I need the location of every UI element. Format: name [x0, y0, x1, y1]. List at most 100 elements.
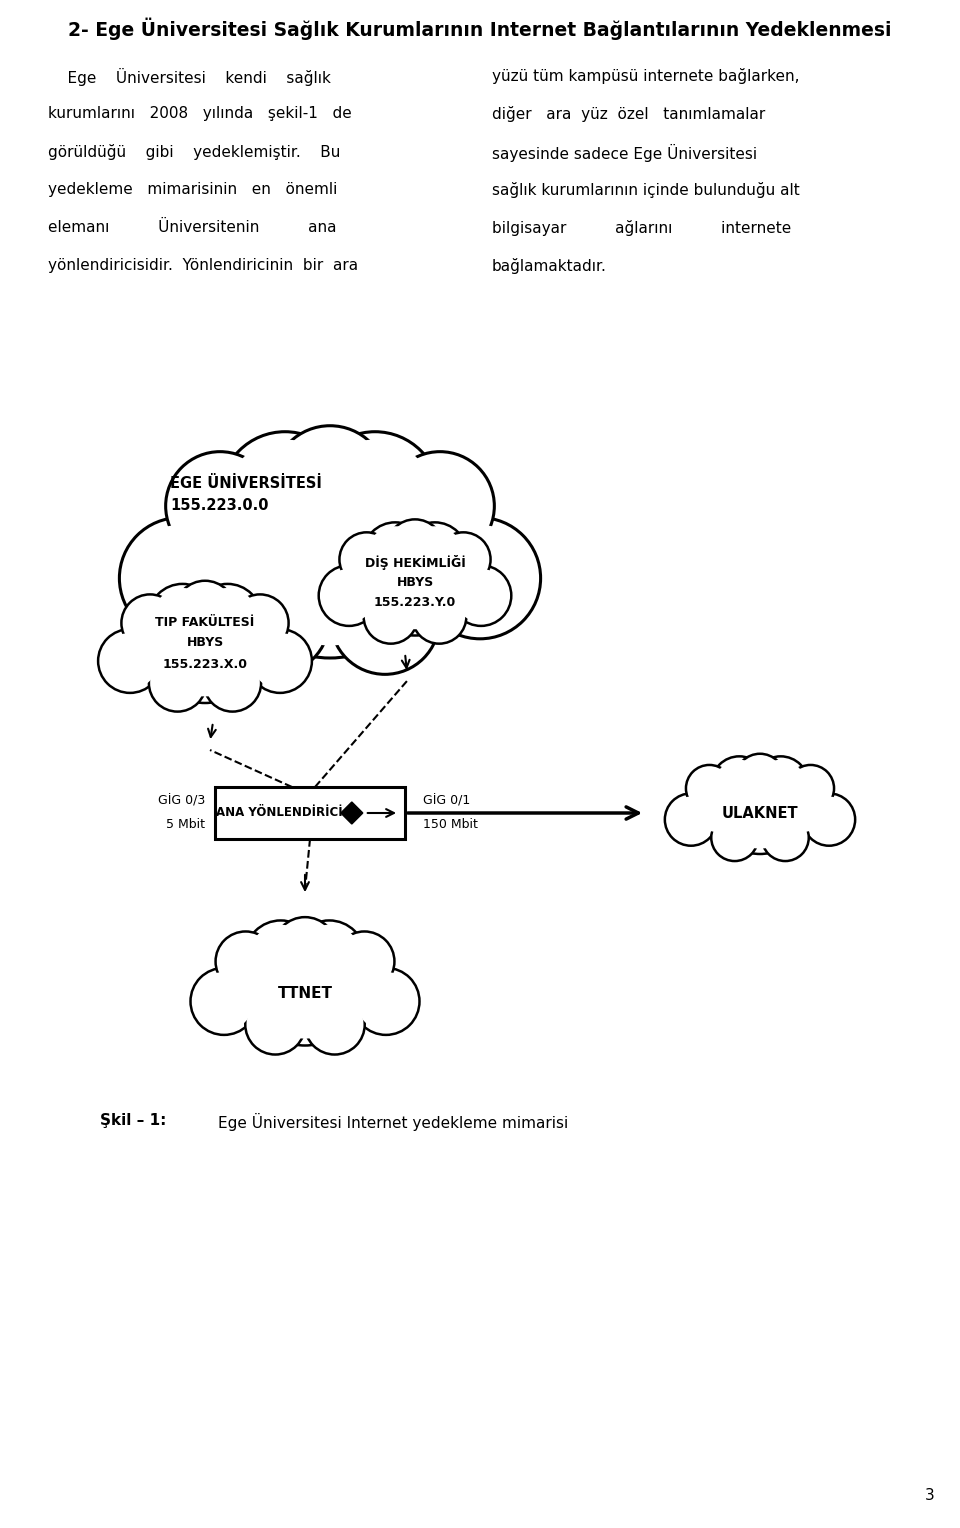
- Circle shape: [688, 767, 730, 808]
- Circle shape: [363, 481, 488, 607]
- Circle shape: [127, 524, 233, 631]
- Circle shape: [215, 605, 290, 680]
- Text: elemanı          Üniversitenin          ana: elemanı Üniversitenin ana: [48, 220, 337, 235]
- Text: yönlendiricisidir.  Yönlendiricinin  bir  ara: yönlendiricisidir. Yönlendiricinin bir a…: [48, 258, 358, 274]
- Circle shape: [190, 967, 257, 1034]
- Text: diğer   ara  yüz  özel   tanımlamalar: diğer ara yüz özel tanımlamalar: [492, 105, 765, 122]
- Circle shape: [245, 920, 317, 992]
- Text: sağlık kurumlarının içinde bulunduğu alt: sağlık kurumlarının içinde bulunduğu alt: [492, 182, 800, 199]
- Circle shape: [711, 756, 767, 813]
- Circle shape: [753, 756, 808, 813]
- Text: Ege    Üniversitesi    kendi    sağlık: Ege Üniversitesi kendi sağlık: [48, 69, 331, 86]
- Text: 155.223.Y.0: 155.223.Y.0: [373, 596, 456, 608]
- Circle shape: [386, 520, 444, 578]
- Circle shape: [426, 524, 534, 631]
- Circle shape: [228, 571, 323, 668]
- Circle shape: [228, 440, 342, 553]
- Circle shape: [119, 518, 241, 639]
- Circle shape: [308, 998, 361, 1051]
- Circle shape: [340, 532, 394, 587]
- Text: kurumlarını   2008   yılında   şekil-1   de: kurumlarını 2008 yılında şekil-1 de: [48, 105, 351, 121]
- Circle shape: [720, 769, 800, 848]
- Text: HBYS: HBYS: [396, 576, 434, 588]
- Circle shape: [175, 581, 235, 642]
- Circle shape: [715, 764, 805, 854]
- Circle shape: [273, 426, 388, 541]
- Text: 5 Mbit: 5 Mbit: [166, 817, 205, 831]
- Circle shape: [454, 568, 508, 622]
- Circle shape: [668, 796, 714, 842]
- Text: HBYS: HBYS: [186, 637, 224, 649]
- Circle shape: [149, 654, 206, 712]
- Circle shape: [790, 767, 831, 808]
- Circle shape: [193, 584, 261, 652]
- Circle shape: [803, 793, 855, 845]
- Circle shape: [226, 449, 435, 659]
- Text: sayesinde sadece Ege Üniversitesi: sayesinde sadece Ege Üniversitesi: [492, 144, 757, 162]
- Circle shape: [219, 947, 288, 1018]
- Circle shape: [363, 532, 468, 636]
- Circle shape: [121, 594, 179, 651]
- Circle shape: [711, 814, 758, 862]
- Circle shape: [386, 452, 494, 561]
- Circle shape: [220, 432, 349, 561]
- Circle shape: [330, 565, 440, 674]
- Circle shape: [343, 536, 391, 584]
- Circle shape: [164, 474, 306, 616]
- Circle shape: [238, 461, 422, 645]
- Text: 155.223.0.0: 155.223.0.0: [170, 498, 269, 512]
- Circle shape: [172, 458, 268, 553]
- Circle shape: [231, 594, 289, 651]
- Circle shape: [207, 659, 257, 707]
- Text: ANA YÖNLENDİRİCİ: ANA YÖNLENDİRİCİ: [216, 807, 343, 819]
- Circle shape: [334, 932, 395, 992]
- Circle shape: [369, 538, 461, 630]
- Circle shape: [352, 967, 420, 1034]
- Circle shape: [221, 565, 329, 674]
- Text: yüzü tüm kampüsü internete bağlarken,: yüzü tüm kampüsü internete bağlarken,: [492, 69, 800, 84]
- Circle shape: [195, 972, 253, 1031]
- Circle shape: [219, 935, 272, 989]
- Circle shape: [363, 523, 427, 587]
- Circle shape: [406, 526, 464, 584]
- Circle shape: [665, 793, 717, 845]
- Circle shape: [125, 597, 175, 648]
- Circle shape: [156, 599, 253, 697]
- Circle shape: [354, 474, 496, 616]
- Circle shape: [686, 766, 732, 811]
- Circle shape: [248, 931, 363, 1045]
- Circle shape: [98, 630, 162, 692]
- Circle shape: [248, 630, 312, 692]
- Circle shape: [450, 565, 512, 626]
- Text: yedekleme   mimarisinin   en   önemli: yedekleme mimarisinin en önemli: [48, 182, 337, 197]
- Circle shape: [220, 610, 285, 675]
- Circle shape: [120, 605, 195, 680]
- Text: 155.223.X.0: 155.223.X.0: [162, 659, 248, 671]
- Circle shape: [277, 921, 333, 976]
- Circle shape: [304, 995, 365, 1054]
- Circle shape: [773, 775, 834, 836]
- Circle shape: [420, 518, 540, 639]
- Circle shape: [735, 753, 785, 804]
- Text: Şkil – 1:: Şkil – 1:: [100, 1112, 166, 1128]
- Circle shape: [338, 542, 409, 614]
- Text: GİG 0/3: GİG 0/3: [157, 795, 205, 808]
- Circle shape: [214, 943, 293, 1022]
- Circle shape: [310, 432, 440, 561]
- Circle shape: [787, 766, 834, 811]
- Circle shape: [173, 481, 298, 607]
- Circle shape: [298, 924, 361, 987]
- Text: ULAKNET: ULAKNET: [722, 805, 799, 821]
- Circle shape: [204, 654, 261, 712]
- Circle shape: [421, 542, 492, 614]
- Circle shape: [756, 759, 805, 808]
- Circle shape: [323, 568, 375, 622]
- Circle shape: [198, 588, 257, 648]
- Circle shape: [390, 523, 441, 573]
- Circle shape: [356, 972, 416, 1031]
- Circle shape: [777, 778, 830, 831]
- Circle shape: [806, 796, 852, 842]
- Circle shape: [436, 532, 491, 587]
- Text: 3: 3: [925, 1488, 935, 1504]
- Circle shape: [166, 452, 275, 561]
